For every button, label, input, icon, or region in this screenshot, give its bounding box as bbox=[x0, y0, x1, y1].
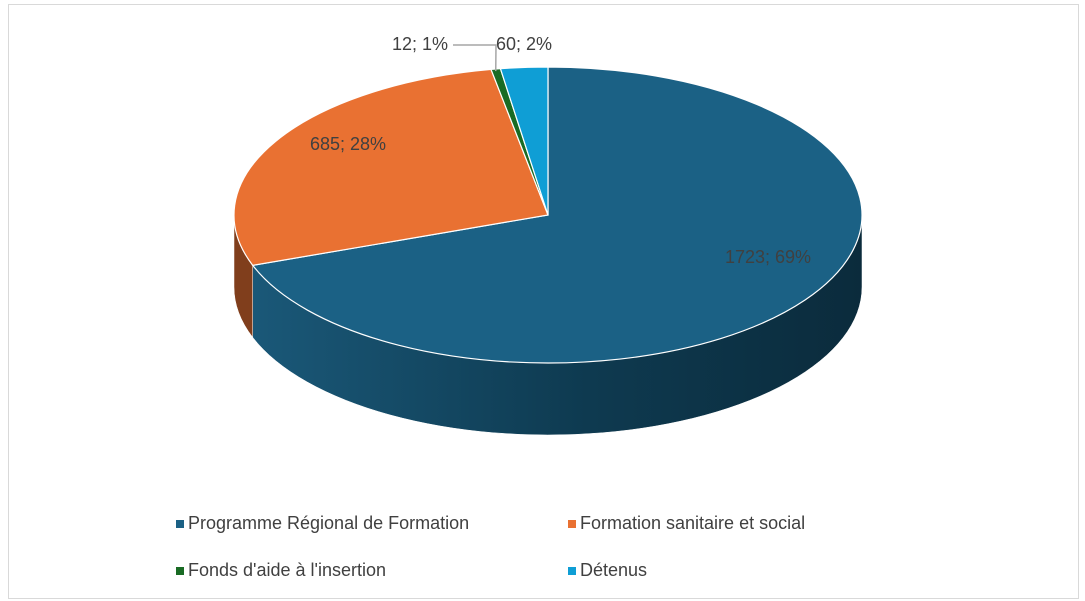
legend-swatch bbox=[176, 520, 184, 528]
slice bbox=[251, 66, 863, 364]
legend-label: Fonds d'aide à l'insertion bbox=[188, 560, 386, 580]
legend-swatch bbox=[568, 520, 576, 528]
slice bbox=[233, 68, 549, 266]
data-label: 12; 1% bbox=[392, 34, 448, 54]
legend-label: Détenus bbox=[580, 560, 647, 580]
leader-line bbox=[453, 44, 497, 72]
data-label: 60; 2% bbox=[496, 34, 552, 54]
slice bbox=[499, 66, 549, 216]
data-label: 685; 28% bbox=[310, 134, 386, 154]
legend-swatch bbox=[568, 567, 576, 575]
data-label: 1723; 69% bbox=[725, 247, 811, 267]
legend-label: Formation sanitaire et social bbox=[580, 513, 805, 533]
legend-label: Programme Régional de Formation bbox=[188, 513, 469, 533]
legend-swatch bbox=[176, 567, 184, 575]
